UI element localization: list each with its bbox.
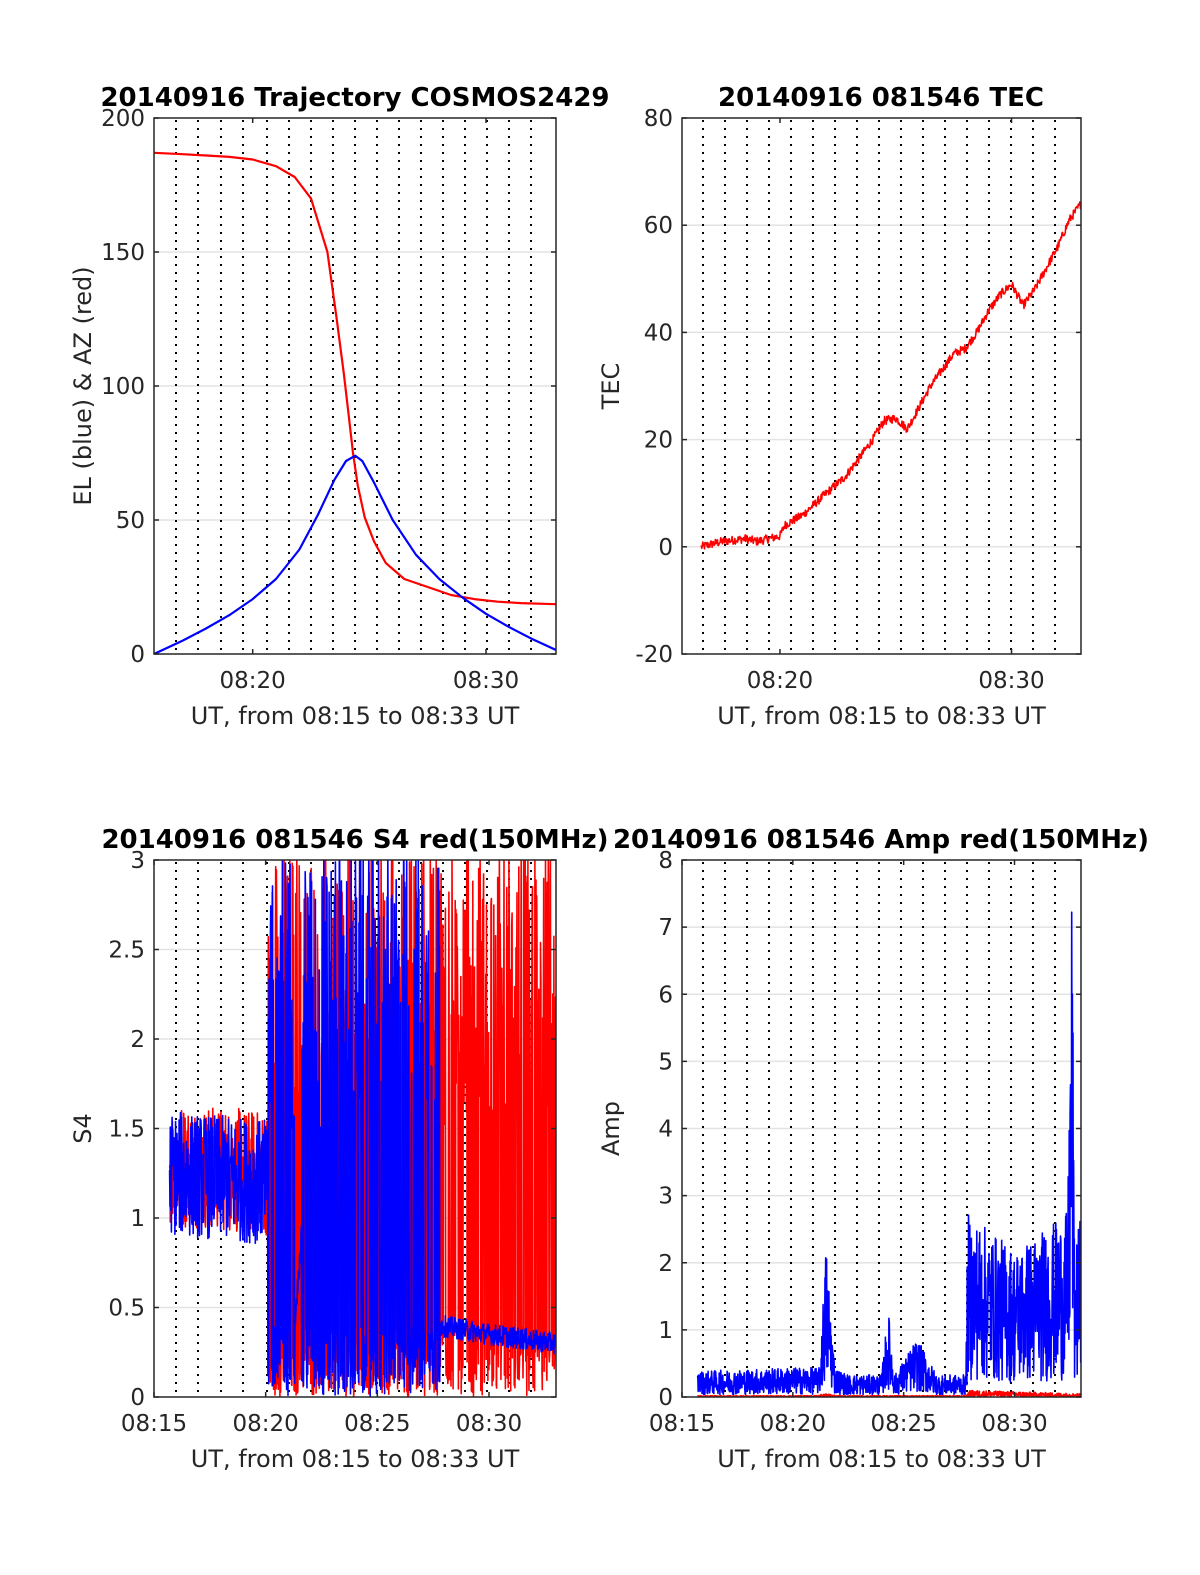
series-line-blue bbox=[696, 911, 1081, 1396]
x-axis-label: UT, from 08:15 to 08:33 UT bbox=[191, 702, 520, 730]
y-axis-label: Amp bbox=[597, 1101, 625, 1156]
x-tick-label: 08:30 bbox=[453, 668, 519, 694]
y-tick-label: 0 bbox=[130, 642, 145, 668]
y-tick-label: 5 bbox=[658, 1049, 673, 1075]
y-tick-label: 200 bbox=[101, 106, 145, 132]
y-tick-label: 40 bbox=[644, 320, 673, 346]
series-line-red bbox=[154, 151, 556, 606]
x-tick-label: 08:20 bbox=[220, 668, 286, 694]
chart-title: 20140916 081546 S4 red(150MHz) bbox=[101, 825, 608, 855]
y-tick-label: 0 bbox=[658, 535, 673, 561]
y-tick-label: 3 bbox=[658, 1184, 673, 1210]
x-tick-label: 08:20 bbox=[747, 668, 813, 694]
y-tick-label: 150 bbox=[101, 240, 145, 266]
y-tick-label: 1 bbox=[130, 1206, 145, 1232]
panel-trajectory: 0 50 100 150 200 08:20 08:30 20140916 Trajector… bbox=[69, 83, 610, 730]
chart-title: 20140916 081546 TEC bbox=[718, 83, 1044, 113]
y-tick-label: 2 bbox=[130, 1027, 145, 1053]
y-tick-label: 50 bbox=[116, 508, 145, 534]
series-group bbox=[700, 201, 1081, 550]
panel-tec: -20 0 20 40 60 80 08:20 08:30 20140916 081546 TE… bbox=[597, 83, 1082, 730]
y-tick-label: 2.5 bbox=[108, 938, 145, 964]
chart-title: 20140916 081546 Amp red(150MHz) bbox=[613, 825, 1149, 855]
x-axis-label: UT, from 08:15 to 08:33 UT bbox=[717, 702, 1046, 730]
y-axis-label: EL (blue) & AZ (red) bbox=[69, 266, 97, 505]
y-tick-label: 3 bbox=[130, 848, 145, 874]
x-tick-label: 08:25 bbox=[344, 1411, 410, 1437]
y-axis-label: S4 bbox=[69, 1113, 97, 1144]
x-tick-label: 08:25 bbox=[871, 1411, 937, 1437]
x-tick-label: 08:30 bbox=[456, 1411, 522, 1437]
y-axis-label: TEC bbox=[597, 363, 625, 411]
y-tick-label: 1 bbox=[658, 1318, 673, 1344]
x-tick-label: 08:15 bbox=[121, 1411, 187, 1437]
chart-title: 20140916 Trajectory COSMOS2429 bbox=[100, 83, 609, 113]
series-group bbox=[154, 151, 556, 654]
panel-s4: 0 0.5 1 1.5 2 2.5 3 08:15 08:20 08:25 08:30 2014091… bbox=[69, 825, 609, 1473]
y-tick-label: 20 bbox=[644, 428, 673, 454]
axes-box bbox=[681, 117, 1082, 655]
y-tick-label: 4 bbox=[658, 1117, 673, 1143]
x-tick-label: 08:20 bbox=[760, 1411, 826, 1437]
y-tick-label: 8 bbox=[658, 848, 673, 874]
series-group bbox=[696, 911, 1081, 1397]
series-line-blue bbox=[154, 454, 556, 654]
x-tick-label: 08:30 bbox=[978, 668, 1044, 694]
y-tick-label: 60 bbox=[644, 213, 673, 239]
x-tick-label: 08:15 bbox=[649, 1411, 715, 1437]
x-tick-label: 08:30 bbox=[981, 1411, 1047, 1437]
y-tick-label: 100 bbox=[101, 374, 145, 400]
y-tick-label: 80 bbox=[644, 106, 673, 132]
y-tick-label: 1.5 bbox=[108, 1117, 145, 1143]
x-axis-label: UT, from 08:15 to 08:33 UT bbox=[191, 1445, 520, 1473]
y-tick-label: -20 bbox=[635, 642, 673, 668]
series-line-red bbox=[700, 201, 1081, 550]
x-tick-label: 08:20 bbox=[233, 1411, 299, 1437]
y-tick-label: 2 bbox=[658, 1251, 673, 1277]
y-tick-label: 0 bbox=[658, 1385, 673, 1411]
y-tick-label: 0.5 bbox=[108, 1296, 145, 1322]
series-group bbox=[168, 860, 556, 1397]
x-axis-label: UT, from 08:15 to 08:33 UT bbox=[717, 1445, 1046, 1473]
series-line-blue bbox=[168, 860, 556, 1397]
panel-amp: 0 1 2 3 4 5 6 7 8 08:15 08:20 08:25 08:30 20140916 08… bbox=[597, 825, 1149, 1473]
y-tick-label: 6 bbox=[658, 982, 673, 1008]
y-tick-label: 7 bbox=[658, 915, 673, 941]
y-tick-label: 0 bbox=[130, 1385, 145, 1411]
